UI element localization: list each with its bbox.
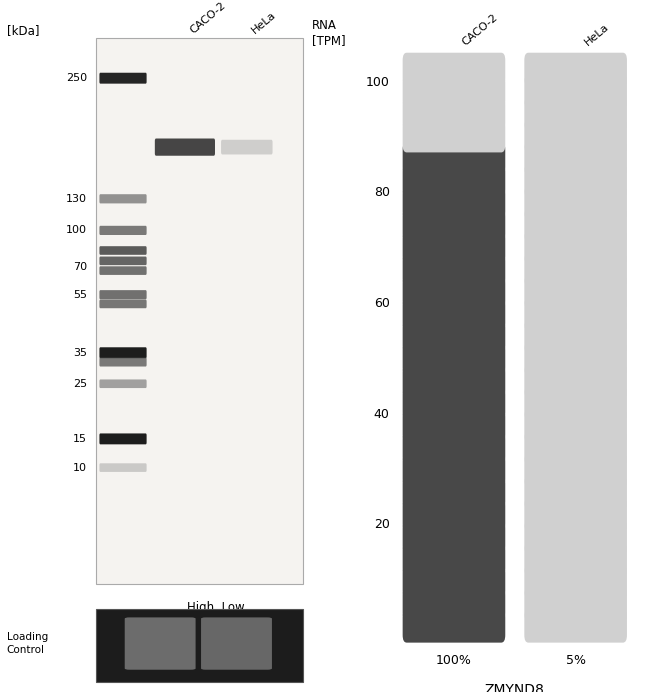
Text: CACO-2: CACO-2 <box>461 12 500 48</box>
FancyBboxPatch shape <box>402 75 505 108</box>
FancyBboxPatch shape <box>525 498 627 531</box>
FancyBboxPatch shape <box>402 565 505 598</box>
FancyBboxPatch shape <box>525 231 627 264</box>
FancyBboxPatch shape <box>525 120 627 152</box>
FancyBboxPatch shape <box>402 253 505 286</box>
Text: 40: 40 <box>374 408 390 421</box>
FancyBboxPatch shape <box>525 320 627 353</box>
FancyBboxPatch shape <box>402 476 505 509</box>
FancyBboxPatch shape <box>402 520 505 554</box>
Text: 25: 25 <box>73 379 87 389</box>
FancyBboxPatch shape <box>402 610 505 643</box>
FancyBboxPatch shape <box>525 298 627 331</box>
FancyBboxPatch shape <box>402 498 505 531</box>
FancyBboxPatch shape <box>525 98 627 130</box>
Text: 100: 100 <box>366 76 390 89</box>
Text: 130: 130 <box>66 194 87 204</box>
FancyBboxPatch shape <box>99 290 147 300</box>
Text: ZMYND8: ZMYND8 <box>485 683 545 692</box>
FancyBboxPatch shape <box>402 409 505 442</box>
Text: [kDa]: [kDa] <box>6 24 39 37</box>
FancyBboxPatch shape <box>99 257 147 265</box>
FancyBboxPatch shape <box>525 409 627 442</box>
FancyBboxPatch shape <box>402 186 505 219</box>
FancyBboxPatch shape <box>125 617 196 670</box>
FancyBboxPatch shape <box>525 343 627 375</box>
FancyBboxPatch shape <box>99 300 147 308</box>
Text: HeLa: HeLa <box>250 9 278 35</box>
FancyBboxPatch shape <box>201 617 272 670</box>
FancyBboxPatch shape <box>402 53 505 86</box>
Text: 100: 100 <box>66 226 87 235</box>
FancyBboxPatch shape <box>99 464 147 472</box>
Text: HeLa: HeLa <box>582 21 610 48</box>
FancyBboxPatch shape <box>525 75 627 108</box>
FancyBboxPatch shape <box>525 387 627 420</box>
FancyBboxPatch shape <box>402 454 505 486</box>
FancyBboxPatch shape <box>402 231 505 264</box>
FancyBboxPatch shape <box>525 186 627 219</box>
FancyBboxPatch shape <box>525 588 627 620</box>
FancyBboxPatch shape <box>99 73 147 84</box>
FancyBboxPatch shape <box>96 38 302 583</box>
FancyBboxPatch shape <box>402 98 505 130</box>
Text: 20: 20 <box>374 518 390 531</box>
FancyBboxPatch shape <box>402 164 505 197</box>
FancyBboxPatch shape <box>402 387 505 420</box>
Text: 70: 70 <box>73 262 87 271</box>
FancyBboxPatch shape <box>402 432 505 464</box>
FancyBboxPatch shape <box>99 347 147 358</box>
FancyBboxPatch shape <box>99 379 147 388</box>
FancyBboxPatch shape <box>525 53 627 86</box>
FancyBboxPatch shape <box>525 520 627 554</box>
Text: Loading
Control: Loading Control <box>6 632 47 655</box>
FancyBboxPatch shape <box>402 320 505 353</box>
FancyBboxPatch shape <box>525 610 627 643</box>
FancyBboxPatch shape <box>525 365 627 397</box>
Text: CACO-2: CACO-2 <box>188 0 228 35</box>
FancyBboxPatch shape <box>525 253 627 286</box>
FancyBboxPatch shape <box>402 275 505 309</box>
FancyBboxPatch shape <box>402 543 505 576</box>
Text: RNA
[TPM]: RNA [TPM] <box>312 19 346 48</box>
FancyBboxPatch shape <box>402 343 505 375</box>
FancyBboxPatch shape <box>99 266 147 275</box>
FancyBboxPatch shape <box>525 209 627 242</box>
Text: 35: 35 <box>73 348 87 358</box>
FancyBboxPatch shape <box>525 565 627 598</box>
FancyBboxPatch shape <box>525 164 627 197</box>
Text: 55: 55 <box>73 290 87 300</box>
FancyBboxPatch shape <box>402 588 505 620</box>
Text: High  Low: High Low <box>187 601 244 614</box>
FancyBboxPatch shape <box>525 454 627 486</box>
FancyBboxPatch shape <box>402 298 505 331</box>
FancyBboxPatch shape <box>525 543 627 576</box>
FancyBboxPatch shape <box>525 142 627 174</box>
FancyBboxPatch shape <box>525 476 627 509</box>
Text: 250: 250 <box>66 73 87 83</box>
Text: 15: 15 <box>73 434 87 444</box>
FancyBboxPatch shape <box>221 140 272 154</box>
FancyBboxPatch shape <box>402 209 505 242</box>
Text: 100%: 100% <box>436 654 472 667</box>
FancyBboxPatch shape <box>99 357 147 367</box>
FancyBboxPatch shape <box>402 120 505 152</box>
Text: 60: 60 <box>374 297 390 310</box>
Text: 80: 80 <box>374 186 390 199</box>
FancyBboxPatch shape <box>402 365 505 397</box>
FancyBboxPatch shape <box>525 432 627 464</box>
FancyBboxPatch shape <box>525 275 627 309</box>
Text: 5%: 5% <box>566 654 586 667</box>
FancyBboxPatch shape <box>96 609 302 682</box>
FancyBboxPatch shape <box>155 138 215 156</box>
FancyBboxPatch shape <box>99 226 147 235</box>
FancyBboxPatch shape <box>402 142 505 174</box>
FancyBboxPatch shape <box>99 246 147 255</box>
Text: 10: 10 <box>73 463 87 473</box>
FancyBboxPatch shape <box>99 194 147 203</box>
FancyBboxPatch shape <box>99 433 147 444</box>
